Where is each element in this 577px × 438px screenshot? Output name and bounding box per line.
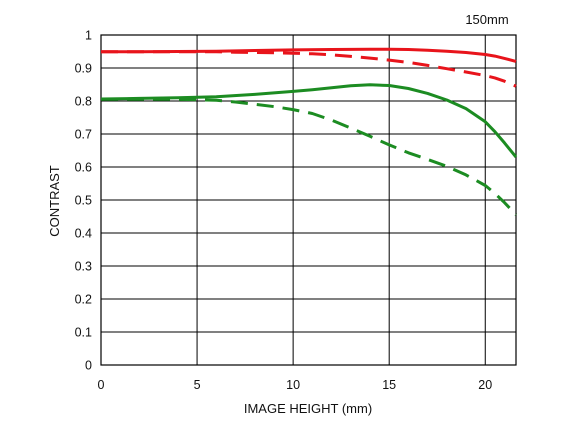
red-dashed-mtf-line <box>101 50 517 88</box>
y-tick-label: 0.4 <box>75 227 92 241</box>
x-tick-label: 20 <box>478 378 492 392</box>
y-axis-label: CONTRAST <box>47 165 62 237</box>
x-tick-label: 10 <box>286 378 300 392</box>
y-tick-label: 0.7 <box>75 128 92 142</box>
plot-frame <box>100 34 517 366</box>
y-tick-label: 1 <box>85 29 92 43</box>
y-tick-label: 0.8 <box>75 95 92 109</box>
y-tick-label: 0.6 <box>75 161 92 175</box>
y-tick-label: 0 <box>85 359 92 373</box>
y-tick-label: 0.9 <box>75 62 92 76</box>
x-tick-label: 5 <box>194 378 201 392</box>
x-axis-label: IMAGE HEIGHT (mm) <box>244 401 372 416</box>
chart-annotation: 150mm <box>465 12 508 27</box>
y-tick-label: 0.3 <box>75 260 92 274</box>
green-solid-mtf-line <box>100 83 518 159</box>
red-solid-mtf-line <box>101 47 517 63</box>
y-tick-label: 0.1 <box>75 326 92 340</box>
x-tick-label: 0 <box>98 378 105 392</box>
y-tick-label: 0.2 <box>75 293 92 307</box>
series-layer <box>100 47 518 216</box>
grid-layer <box>100 34 517 366</box>
axis-layer: 00.10.20.30.40.50.60.70.80.910 5 10 15 20 <box>75 29 493 393</box>
green-dashed-mtf-line <box>101 97 518 216</box>
y-tick-label: 0.5 <box>75 194 92 208</box>
x-tick-label: 15 <box>382 378 396 392</box>
